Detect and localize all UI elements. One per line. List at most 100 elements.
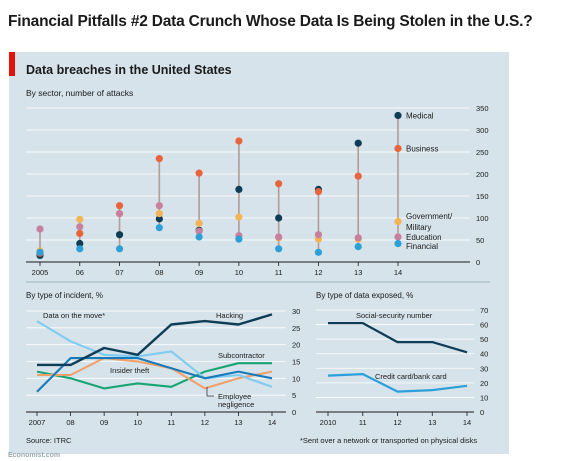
incident-y-tick: 0 (292, 408, 296, 417)
legend-education: Education (406, 233, 442, 242)
sector-x-tick: 12 (314, 268, 322, 277)
incident-line-subcontractor (36, 362, 272, 390)
sector-point-government (76, 215, 84, 223)
exposed-y-tick: 20 (480, 379, 488, 388)
legend-business: Business (406, 144, 438, 153)
exposed-x-tick: 12 (393, 418, 401, 427)
sector-chart-subtitle: By sector, number of attacks (26, 88, 134, 98)
sector-y-tick: 350 (476, 104, 489, 113)
sector-point-education (195, 227, 203, 235)
source-note: Source: ITRC (26, 436, 72, 445)
sector-x-tick: 10 (235, 268, 243, 277)
sector-y-tick: 250 (476, 148, 489, 157)
label-subcontractor: Subcontractor (218, 351, 265, 360)
sector-point-education (155, 202, 163, 210)
incident-x-tick: 13 (234, 418, 242, 427)
incident-x-tick: 10 (134, 418, 142, 427)
sector-point-business (394, 144, 402, 153)
label-hacking: Hacking (216, 311, 243, 320)
incident-y-tick: 15 (292, 358, 300, 367)
label-credit-card: Credit card/bank card (375, 372, 447, 381)
sector-point-education (354, 234, 362, 242)
sector-point-government (155, 210, 163, 218)
incident-x-tick: 14 (268, 418, 276, 427)
sector-point-business (76, 229, 84, 237)
incident-line-insider_theft (36, 357, 273, 393)
exposed-y-tick: 40 (480, 350, 488, 359)
exposed-x-tick: 13 (428, 418, 436, 427)
sector-point-business (195, 169, 203, 177)
incident-x-tick: 2007 (29, 418, 46, 427)
sector-point-medical (235, 185, 243, 193)
legend-government: Government/ (406, 212, 453, 221)
sector-x-tick: 06 (76, 268, 84, 277)
sector-point-financial (394, 239, 402, 248)
sector-point-business (155, 155, 163, 163)
sector-y-tick: 200 (476, 170, 489, 179)
incident-line-data_on_move (36, 320, 273, 388)
sector-point-financial (195, 233, 203, 241)
sector-point-financial (354, 243, 362, 251)
panel-title: Data breaches in the United States (26, 63, 232, 77)
incident-x-tick: 11 (167, 418, 175, 427)
label-data-on-move: Data on the move* (43, 311, 105, 320)
incident-y-tick: 10 (292, 374, 300, 383)
exposed-y-tick: 10 (480, 393, 488, 402)
sector-point-medical (76, 239, 84, 248)
sector-point-financial (314, 248, 323, 256)
sector-point-medical (354, 139, 362, 147)
exposed-line-credit_card (327, 373, 468, 393)
sector-y-tick: 50 (476, 236, 484, 245)
sector-point-education (36, 225, 44, 233)
sector-point-medical (275, 214, 283, 222)
exposed-y-tick: 50 (480, 335, 488, 344)
sector-x-tick: 08 (155, 268, 163, 277)
exposed-y-tick: 70 (480, 306, 488, 315)
sector-y-tick: 100 (476, 214, 489, 223)
sector-y-tick: 0 (476, 258, 480, 267)
sector-point-education (76, 223, 84, 231)
sector-point-business (275, 180, 283, 188)
sector-point-education (275, 233, 283, 241)
sector-point-medical (394, 111, 402, 120)
sector-point-business (354, 172, 362, 180)
sector-point-government (394, 217, 402, 226)
incident-line-hacking (37, 313, 273, 367)
sector-point-education (394, 233, 402, 241)
incident-x-tick: 09 (100, 418, 108, 427)
sector-point-government (195, 219, 203, 227)
sector-x-tick: 07 (115, 268, 123, 277)
watermark: Economist.com (8, 452, 61, 459)
footnote: *Sent over a network or transported on p… (300, 436, 478, 445)
chart-panel (9, 52, 509, 454)
incident-y-tick: 20 (292, 341, 300, 350)
exposed-y-tick: 60 (480, 321, 488, 330)
sector-point-financial (235, 235, 243, 243)
label-insider-theft: Insider theft (110, 366, 150, 375)
incident-y-tick: 30 (292, 307, 300, 316)
sector-point-government (235, 213, 243, 221)
exposed-x-tick: 14 (463, 418, 471, 427)
incident-y-tick: 5 (292, 391, 296, 400)
sector-point-education (314, 231, 323, 239)
sector-point-education (115, 210, 124, 218)
incident-chart-subtitle: By type of incident, % (26, 291, 103, 300)
incident-x-tick: 12 (201, 418, 209, 427)
label-ssn: Social-security number (356, 311, 433, 320)
brand-red-bar (9, 52, 15, 76)
sector-point-medical (155, 215, 163, 223)
sector-point-business (235, 137, 243, 145)
legend-medical: Medical (406, 111, 434, 120)
incident-y-tick: 25 (292, 324, 300, 333)
sector-x-tick: 09 (195, 268, 203, 277)
sector-point-business (314, 188, 323, 196)
sector-point-financial (36, 248, 44, 256)
sector-point-business (115, 202, 124, 210)
sector-point-financial (76, 245, 84, 253)
sector-y-tick: 300 (476, 126, 489, 135)
incident-line-employee_negligence (37, 357, 273, 390)
legend-military: Military (406, 223, 431, 232)
exposed-line-ssn (328, 322, 468, 354)
sector-x-tick: 14 (394, 268, 402, 277)
